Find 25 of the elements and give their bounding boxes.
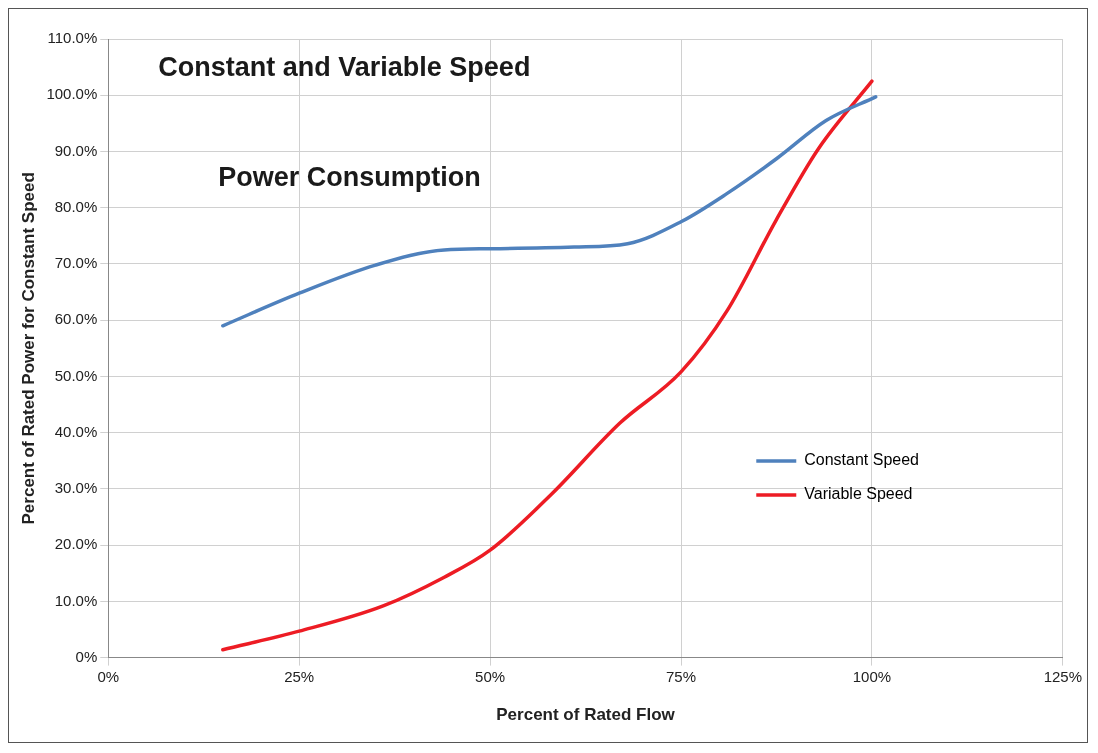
x-tick-label: 50% — [475, 667, 506, 685]
y-tick-label: 10.0% — [54, 591, 98, 609]
line-series — [221, 95, 878, 328]
x-tick-label: 75% — [665, 667, 697, 685]
legend-label: Variable Speed — [804, 485, 913, 503]
x-tick-label: 0% — [97, 667, 120, 685]
y-tick-label: 20.0% — [54, 535, 98, 553]
y-tick-label: 70.0% — [54, 254, 98, 272]
y-tick-label: 40.0% — [54, 422, 98, 440]
y-tick-label: 110.0% — [47, 29, 98, 47]
text: Power Consumption — [218, 162, 481, 193]
y-tick-label: 50.0% — [54, 366, 98, 384]
x-tick-label: 100% — [852, 667, 892, 685]
y-tick-label: 90.0% — [54, 141, 98, 159]
y-tick-label: 80.0% — [54, 197, 98, 215]
y-tick-label: 0% — [75, 647, 98, 665]
y-tick-label: 100.0% — [46, 85, 98, 103]
y-axis-title: Percent of Rated Power for Constant Speed — [18, 172, 38, 525]
x-axis-title: Percent of Rated Flow — [496, 705, 676, 725]
x-tick-label: 125% — [1043, 667, 1083, 685]
y-tick-label: 60.0% — [54, 310, 98, 328]
legend-label: Constant Speed — [804, 451, 920, 469]
text: Constant and Variable Speed — [158, 52, 531, 83]
x-tick-label: 25% — [284, 667, 315, 685]
y-tick-label: 30.0% — [54, 479, 98, 497]
